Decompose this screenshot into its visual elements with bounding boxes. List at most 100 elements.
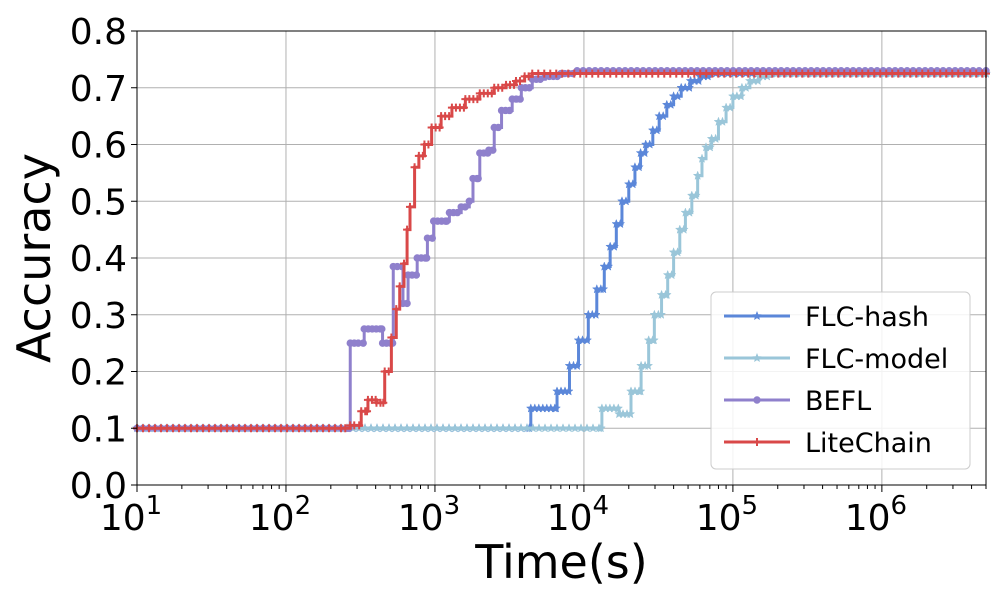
series-point bbox=[643, 360, 654, 371]
series-point bbox=[392, 305, 401, 314]
x-axis-ticks: 101 102 103 104 105 106 bbox=[100, 485, 987, 539]
legend-marker bbox=[753, 396, 761, 404]
series-point bbox=[378, 325, 386, 333]
series-point bbox=[474, 174, 482, 183]
series-point bbox=[625, 408, 636, 419]
series-point bbox=[410, 163, 419, 172]
series-point bbox=[379, 398, 388, 407]
series-marker bbox=[621, 196, 631, 206]
x-tick-label: 102 bbox=[249, 491, 311, 539]
series-marker bbox=[615, 218, 626, 229]
series-point bbox=[465, 197, 473, 205]
series-marker bbox=[627, 178, 638, 189]
x-tick-label: 103 bbox=[398, 491, 460, 539]
series-point bbox=[355, 421, 364, 430]
series-marker bbox=[672, 247, 683, 257]
series-point bbox=[598, 284, 609, 294]
series-point bbox=[403, 225, 412, 234]
series-point bbox=[551, 403, 561, 413]
series-marker bbox=[666, 269, 677, 280]
series-marker bbox=[725, 102, 736, 112]
series-marker bbox=[665, 99, 676, 109]
series-marker bbox=[735, 91, 746, 101]
y-tick-label: 0.7 bbox=[70, 69, 127, 110]
series-marker bbox=[505, 106, 514, 115]
series-marker bbox=[453, 208, 462, 217]
y-axis-ticks: 0.0 0.1 0.2 0.3 0.4 0.5 0.6 0.7 0.8 bbox=[70, 12, 137, 507]
series-point bbox=[697, 153, 707, 163]
y-axis-label: Accuracy bbox=[7, 153, 61, 363]
y-tick-label: 0.2 bbox=[70, 353, 127, 394]
series-point bbox=[422, 254, 431, 262]
series-point bbox=[656, 309, 667, 319]
x-tick-label: 104 bbox=[547, 491, 609, 539]
series-point bbox=[403, 299, 411, 308]
legend-marker bbox=[753, 438, 761, 446]
series-marker bbox=[651, 125, 662, 135]
series-litechain bbox=[133, 69, 990, 433]
y-tick-label: 0.8 bbox=[70, 12, 127, 53]
series-marker bbox=[639, 147, 650, 158]
legend-item: FLC-hash bbox=[724, 302, 929, 333]
y-tick-label: 0.4 bbox=[70, 239, 127, 280]
series-point bbox=[563, 386, 574, 396]
series-marker bbox=[678, 224, 689, 234]
series-marker bbox=[609, 241, 620, 251]
series-marker bbox=[435, 123, 444, 132]
series-point bbox=[595, 423, 606, 433]
series-marker bbox=[384, 367, 393, 376]
series-marker bbox=[459, 103, 468, 112]
series-point bbox=[387, 333, 396, 342]
legend-marker bbox=[752, 310, 762, 321]
series-marker bbox=[684, 82, 695, 92]
series-point bbox=[590, 309, 601, 319]
y-tick-label: 0.3 bbox=[70, 296, 127, 337]
series-point bbox=[400, 259, 409, 268]
legend-item: FLC-model bbox=[724, 344, 948, 375]
series-marker bbox=[690, 190, 701, 200]
x-axis-label: Time(s) bbox=[474, 535, 647, 589]
series-marker bbox=[516, 95, 524, 103]
series-lines bbox=[132, 67, 991, 433]
series-point bbox=[412, 271, 421, 279]
series-point bbox=[635, 386, 646, 396]
series-point bbox=[692, 170, 703, 180]
x-tick-label: 105 bbox=[696, 491, 758, 539]
x-tick-label: 106 bbox=[845, 491, 907, 539]
series-point bbox=[428, 234, 437, 242]
series-marker bbox=[717, 116, 728, 126]
x-tick-label: 101 bbox=[100, 491, 162, 539]
legend-label: FLC-hash bbox=[805, 302, 929, 333]
series-marker bbox=[445, 112, 454, 121]
series-marker bbox=[473, 95, 482, 104]
y-tick-label: 0.0 bbox=[70, 466, 127, 507]
legend-label: FLC-model bbox=[805, 344, 948, 375]
y-tick-label: 0.5 bbox=[70, 182, 127, 223]
series-point bbox=[582, 335, 593, 345]
series-marker bbox=[418, 151, 427, 160]
series-point bbox=[443, 217, 451, 225]
series-point bbox=[395, 282, 404, 291]
series-marker bbox=[634, 162, 644, 172]
series-marker bbox=[672, 91, 683, 101]
legend-label: BEFL bbox=[805, 386, 871, 417]
series-point bbox=[405, 202, 414, 211]
series-marker bbox=[424, 140, 433, 149]
legend-item: LiteChain bbox=[724, 428, 932, 459]
y-tick-label: 0.6 bbox=[70, 126, 127, 167]
legend-marker bbox=[752, 352, 762, 363]
series-marker bbox=[710, 133, 721, 144]
series-marker bbox=[516, 76, 525, 85]
series-marker bbox=[525, 84, 534, 92]
series-marker bbox=[487, 89, 496, 98]
series-point bbox=[572, 360, 583, 371]
series-point bbox=[661, 289, 672, 300]
series-point bbox=[613, 403, 624, 413]
legend-label: LiteChain bbox=[805, 428, 932, 459]
series-marker bbox=[461, 203, 469, 211]
series-marker bbox=[684, 207, 695, 217]
legend: FLC-hash FLC-model BEFL LiteChain bbox=[710, 291, 971, 470]
series-marker bbox=[705, 142, 715, 152]
legend-item: BEFL bbox=[724, 386, 871, 417]
